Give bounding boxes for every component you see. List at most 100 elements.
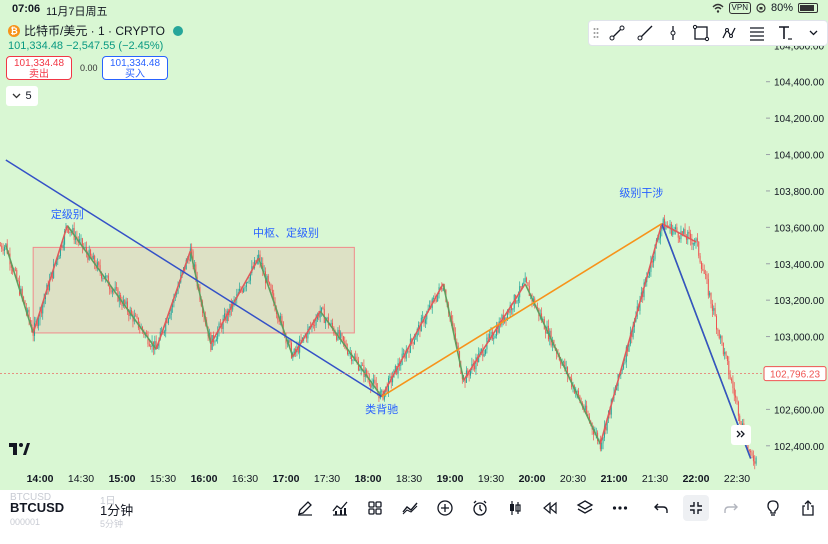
redo-button[interactable] [718, 495, 744, 521]
compare-icon [402, 502, 418, 515]
candle-body [485, 349, 487, 355]
candle-body [713, 308, 715, 311]
layouts-button[interactable] [362, 495, 388, 521]
candle-body [726, 355, 728, 362]
toolbar-grip-icon[interactable] [589, 21, 603, 45]
up-stroke-line [210, 257, 260, 345]
current-price-label: 102,796.23 [770, 370, 820, 381]
candle-body [735, 395, 737, 398]
candle-body [322, 307, 324, 309]
candle-body [326, 317, 328, 320]
candle-body [498, 321, 500, 333]
candle-body [1, 245, 3, 249]
fib-retracement-tool-icon[interactable] [743, 21, 771, 45]
candle-body [289, 340, 291, 343]
ideas-button[interactable] [760, 495, 786, 521]
chart-area[interactable] [0, 18, 828, 490]
candle-body [511, 305, 512, 311]
candle-body [733, 388, 735, 396]
symbol-title[interactable]: 比特币/美元 · 1 · CRYPTO [24, 24, 165, 38]
candle-body [58, 255, 60, 260]
candle-body [135, 315, 137, 317]
candle-body [224, 313, 225, 319]
candle-body [148, 344, 150, 347]
candle-body [605, 426, 607, 431]
candle-body [85, 247, 87, 253]
path-tool-icon[interactable] [715, 21, 743, 45]
candle-body [562, 361, 564, 363]
candle-body [494, 335, 496, 339]
candle-body [102, 278, 104, 280]
ray-tool-icon[interactable] [631, 21, 659, 45]
candle-body [412, 341, 414, 344]
sell-button[interactable]: 101,334.48 卖出 [6, 56, 72, 80]
fullscreen-exit-button[interactable] [683, 495, 709, 521]
add-button[interactable] [432, 495, 458, 521]
undo-button[interactable] [648, 495, 674, 521]
rectangle-tool-icon[interactable] [687, 21, 715, 45]
last-price-quote: 101,334.48 −2,547.55 (−2.45%) [8, 40, 164, 52]
candle-body [16, 269, 18, 280]
candle-body [480, 349, 482, 351]
buy-button[interactable]: 101,334.48 买入 [102, 56, 168, 80]
share-button[interactable] [795, 495, 821, 521]
candle-body [111, 290, 113, 293]
candle-body [366, 369, 368, 377]
candle-body [739, 415, 741, 422]
candle-body [278, 319, 280, 323]
candle-body [352, 359, 354, 362]
symbol-header[interactable]: ₿ 比特币/美元 · 1 · CRYPTO [8, 22, 183, 39]
candle-body [650, 260, 652, 272]
text-tool-icon[interactable] [771, 21, 799, 45]
trend-line-tool-icon[interactable] [603, 21, 631, 45]
replay-button[interactable] [537, 495, 563, 521]
indicators-toggle[interactable]: 5 [6, 86, 38, 106]
y-tick-label: 103,000.00 [774, 333, 824, 344]
candle-body [262, 262, 264, 272]
candle-body [487, 337, 489, 339]
object-tree-button[interactable] [572, 495, 598, 521]
candle-body [28, 309, 30, 320]
scroll-to-realtime-button[interactable] [731, 425, 751, 445]
more-tools-chevron-icon[interactable] [799, 21, 827, 45]
candle-body [468, 374, 470, 376]
rewind-icon [543, 501, 557, 515]
candle-body [493, 338, 495, 340]
symbol-picker[interactable]: BTCUSD [10, 500, 65, 515]
candle-body [577, 390, 579, 396]
compare-button[interactable] [397, 495, 423, 521]
candle-body [489, 334, 491, 339]
candle-body [381, 390, 383, 392]
chart-type-button[interactable] [502, 495, 528, 521]
candle-body [664, 218, 666, 230]
more-button[interactable] [607, 495, 633, 521]
candle-body [374, 379, 376, 384]
candle-body [96, 262, 98, 269]
candle-body [567, 367, 569, 376]
candle-body [720, 335, 722, 339]
orientation-lock-icon [756, 3, 766, 13]
candle-body [718, 330, 720, 339]
tradingview-logo [8, 442, 30, 460]
candle-body [219, 323, 221, 325]
status-bar: 07:06 11月7日周五 VPN 80% [0, 0, 828, 18]
up-stroke-line [292, 310, 321, 358]
y-tick-label: 103,600.00 [774, 223, 824, 234]
x-tick-label: 21:00 [601, 473, 628, 485]
timeframe-picker[interactable]: 1分钟 [100, 503, 134, 518]
candle-body [741, 423, 743, 426]
drawing-tools-button[interactable] [292, 495, 318, 521]
candle-body [647, 275, 649, 278]
candle-body [705, 274, 707, 275]
candle-body [170, 307, 172, 315]
price-axis[interactable] [766, 18, 828, 490]
vertical-line-tool-icon[interactable] [659, 21, 687, 45]
alert-button[interactable] [467, 495, 493, 521]
indicators-button[interactable] [327, 495, 353, 521]
down-stroke-line [66, 225, 157, 350]
candle-body [306, 335, 307, 339]
candle-body [267, 275, 269, 283]
candle-body [751, 452, 753, 456]
candle-body [479, 350, 481, 354]
